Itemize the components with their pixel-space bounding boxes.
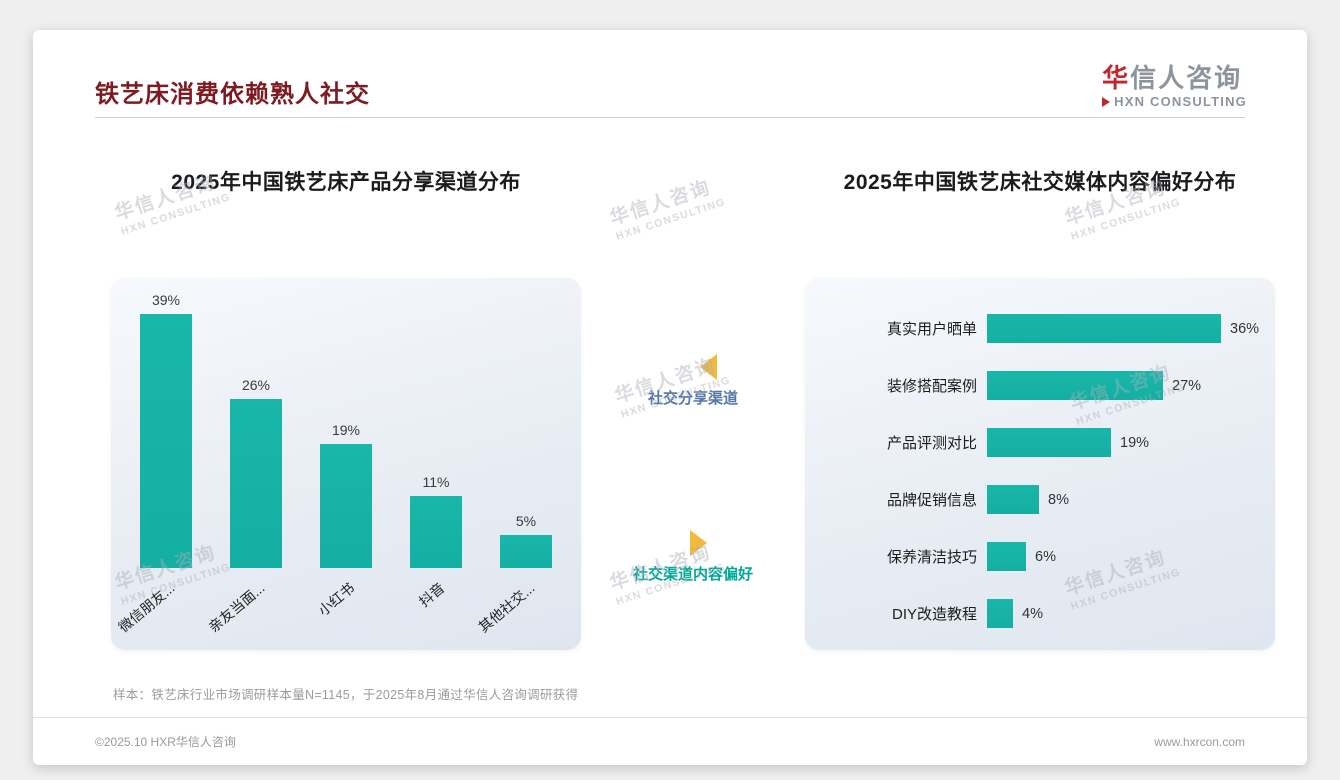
bar	[320, 444, 372, 568]
share-channel-label: 社交分享渠道	[647, 390, 738, 407]
page-title: 铁艺床消费依赖熟人社交	[95, 81, 370, 108]
bar-row: 保养清洁技巧 6%	[825, 528, 1265, 585]
bar-column: 26% 亲友当面...	[205, 278, 301, 635]
hbar-chart: 真实用户晒单 36% 装修搭配案例 27% 产品评测对比 19% 品牌促销信息 8% 保养清洁技…	[825, 300, 1265, 642]
bar-row: 装修搭配案例 27%	[825, 357, 1265, 414]
bar	[987, 485, 1039, 514]
bar-category-label: DIY改造教程	[891, 606, 977, 623]
website-text: www.hxrcon.com	[1154, 734, 1245, 749]
bar-category-label: 保养清洁技巧	[886, 549, 977, 566]
bar-column: 5% 其他社交...	[475, 278, 571, 635]
header-divider	[95, 117, 1245, 118]
bar-value-label: 11%	[422, 474, 450, 490]
share-channel-annotation: 社交分享渠道	[581, 354, 805, 408]
bar-row: 产品评测对比 19%	[825, 414, 1265, 471]
left-chart-panel: 39% 微信朋友... 26% 亲友当面... 19% 小红书 11% 抖音 5% 其他社交...	[111, 278, 581, 650]
bar-value-label: 5%	[515, 513, 537, 529]
bar-value-label: 26%	[241, 377, 271, 393]
logo-mark-icon	[1102, 96, 1111, 107]
bar-category-label: 装修搭配案例	[886, 378, 977, 395]
arrow-right-icon	[689, 530, 707, 556]
bar-category-label: 品牌促销信息	[886, 492, 977, 509]
bar-column: 39% 微信朋友...	[115, 278, 211, 635]
bar-row: DIY改造教程 4%	[825, 585, 1265, 642]
vbar-chart: 39% 微信朋友... 26% 亲友当面... 19% 小红书 11% 抖音 5% 其他社交...	[115, 278, 571, 635]
arrow-left-icon	[699, 354, 717, 380]
bar-value-label: 36%	[1230, 320, 1260, 337]
bar	[140, 314, 192, 568]
bar	[987, 542, 1026, 571]
slide-card: 华信人咨询 HXN CONSULTING 华信人咨询 HXN CONSULTING 华信…	[33, 30, 1307, 765]
sample-note: 样本：铁艺床行业市场调研样本量N=1145，于2025年8月通过华信人咨询调研获…	[113, 688, 579, 702]
bar-value-label: 19%	[331, 422, 361, 438]
bar	[230, 399, 282, 568]
bar-column: 19% 小红书	[301, 278, 391, 619]
bar-value-label: 8%	[1048, 491, 1069, 508]
bar	[987, 428, 1111, 457]
bar	[987, 371, 1163, 400]
logo-chinese-text: 华信人咨询	[1102, 63, 1243, 93]
content-preference-label: 社交渠道内容偏好	[632, 566, 753, 583]
copyright-text: ©2025.10 HXR华信人咨询	[95, 735, 236, 749]
bar-category-label: 真实用户晒单	[886, 321, 977, 338]
bar	[410, 496, 462, 568]
logo-english-text: HXN CONSULTING	[1102, 94, 1247, 109]
slide-footer: ©2025.10 HXR华信人咨询 www.hxrcon.com	[33, 717, 1307, 765]
bar	[987, 314, 1221, 343]
middle-annotations: 社交分享渠道 社交渠道内容偏好	[581, 278, 805, 650]
bar	[987, 599, 1013, 628]
bar-value-label: 4%	[1022, 605, 1043, 622]
bar-value-label: 19%	[1120, 434, 1150, 451]
bar-row: 真实用户晒单 36%	[825, 300, 1265, 357]
bar-category-label: 产品评测对比	[886, 435, 977, 452]
bar-value-label: 39%	[151, 292, 181, 308]
bar-row: 品牌促销信息 8%	[825, 471, 1265, 528]
right-chart-panel: 真实用户晒单 36% 装修搭配案例 27% 产品评测对比 19% 品牌促销信息 8% 保养清洁技…	[805, 278, 1275, 650]
left-chart-title: 2025年中国铁艺床产品分享渠道分布	[171, 171, 521, 194]
company-logo: 华信人咨询 HXN CONSULTING	[1102, 64, 1247, 109]
content-preference-annotation: 社交渠道内容偏好	[581, 530, 805, 584]
bar	[500, 535, 552, 568]
bar-value-label: 6%	[1035, 548, 1056, 565]
bar-column: 11% 抖音	[391, 278, 481, 610]
bar-value-label: 27%	[1172, 377, 1202, 394]
watermark: 华信人咨询 HXN CONSULTING	[607, 177, 728, 243]
right-chart-title: 2025年中国铁艺床社交媒体内容偏好分布	[843, 171, 1237, 194]
